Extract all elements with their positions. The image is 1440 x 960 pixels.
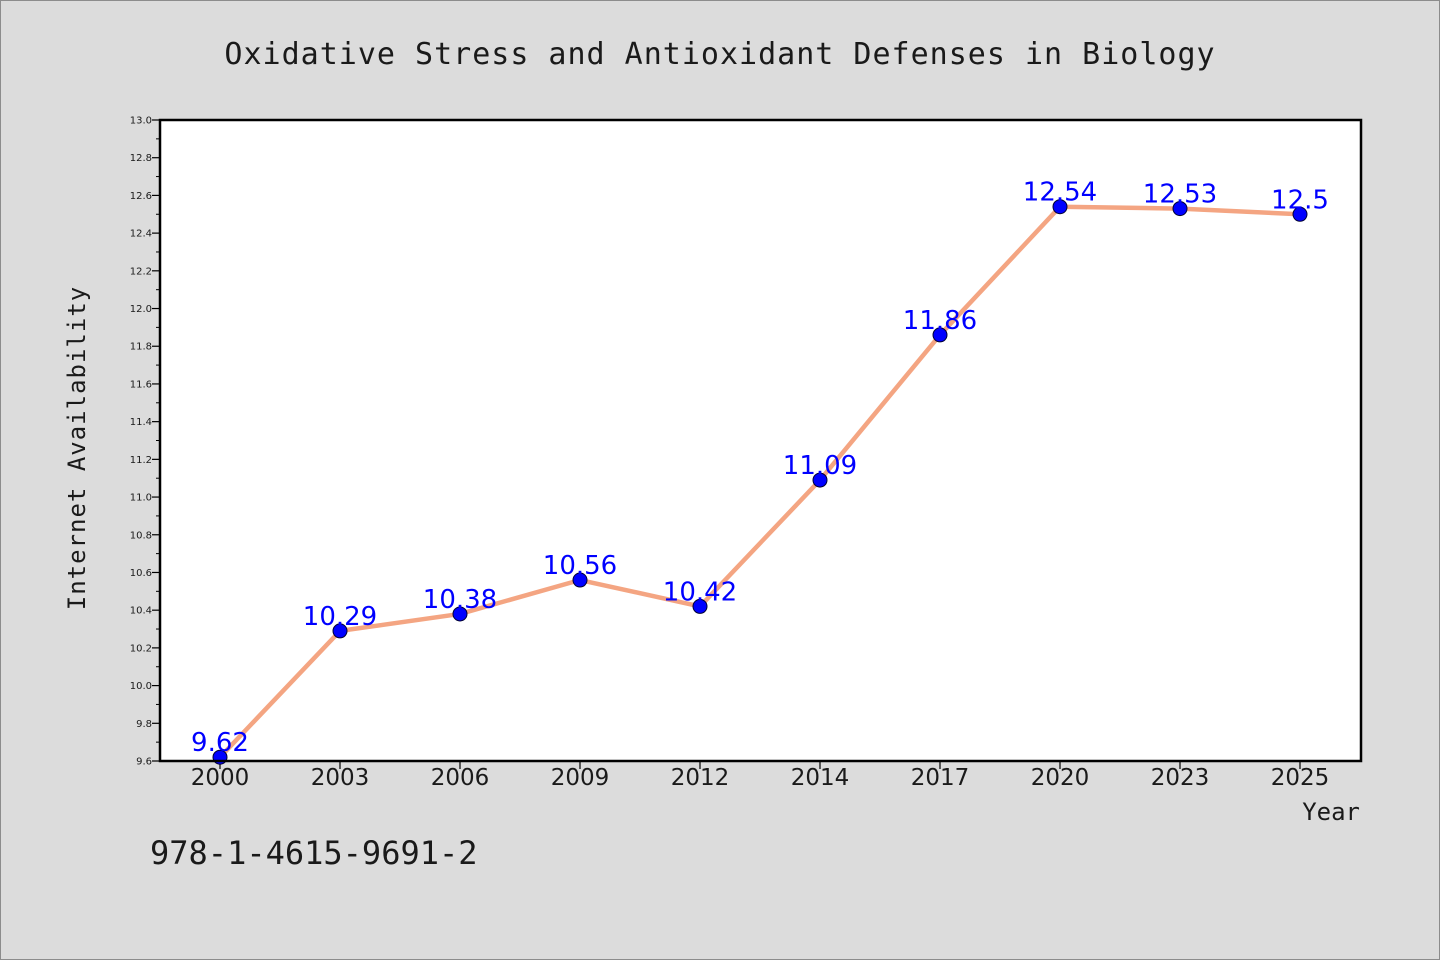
y-tick-label: 11.8 — [130, 342, 152, 353]
y-tick-label: 10.0 — [130, 681, 152, 692]
data-point-marker — [1052, 199, 1068, 215]
data-point-marker — [452, 606, 468, 622]
y-tick-label: 9.6 — [136, 757, 152, 768]
data-markers — [212, 199, 1308, 765]
y-tick-label: 10.8 — [130, 530, 152, 541]
x-tick-label: 2014 — [791, 765, 850, 791]
x-tick-label: 2025 — [1271, 765, 1330, 791]
y-tick-label: 11.6 — [130, 379, 152, 390]
x-axis-label: Year — [1302, 798, 1360, 826]
x-tick-label: 2006 — [431, 765, 490, 791]
y-axis-label: Internet Availability — [63, 286, 91, 610]
data-label: 10.29 — [303, 602, 377, 632]
plot-area — [160, 120, 1361, 761]
isbn-text: 978-1-4615-9691-2 — [150, 834, 478, 872]
y-tick-label: 10.4 — [130, 606, 152, 617]
y-tick-label: 12.8 — [130, 153, 152, 164]
data-point-marker — [692, 598, 708, 614]
y-tick-label: 11.4 — [130, 417, 152, 428]
x-tick-label: 2017 — [911, 765, 970, 791]
y-tick-label: 12.4 — [130, 229, 152, 240]
data-label: 11.09 — [783, 451, 857, 481]
data-point-marker — [332, 623, 348, 639]
chart-title: Oxidative Stress and Antioxidant Defense… — [224, 37, 1215, 72]
data-label: 12.5 — [1271, 185, 1329, 215]
data-point-marker — [812, 472, 828, 488]
data-labels: 9.62 10.29 10.38 10.56 10.42 11.09 11.86 12.54 1… — [191, 178, 1329, 759]
y-tick-label: 9.8 — [136, 719, 152, 730]
x-tick-label: 2003 — [311, 765, 370, 791]
data-label: 12.54 — [1023, 178, 1097, 208]
y-tick-label: 11.0 — [130, 493, 152, 504]
y-tick-label: 13.0 — [130, 116, 152, 127]
data-label: 12.53 — [1143, 180, 1217, 210]
x-tick-label: 2012 — [671, 765, 730, 791]
x-axis-ticks: 2000 2003 2006 2009 2012 2014 2017 2020 2023 2025 — [191, 761, 1330, 791]
data-point-marker — [1172, 201, 1188, 217]
x-tick-label: 2020 — [1031, 765, 1090, 791]
data-point-marker — [932, 327, 948, 343]
data-label: 10.42 — [663, 577, 737, 607]
y-tick-label: 11.2 — [130, 455, 152, 466]
data-label: 10.38 — [423, 585, 497, 615]
data-label: 10.56 — [543, 551, 617, 581]
data-point-marker — [572, 572, 588, 588]
y-tick-label: 12.6 — [130, 191, 152, 202]
y-tick-label: 12.0 — [130, 304, 152, 315]
series-line — [217, 204, 1303, 760]
x-tick-label: 2023 — [1151, 765, 1210, 791]
x-tick-label: 2000 — [191, 765, 250, 791]
data-point-marker — [1292, 206, 1308, 222]
data-label: 11.86 — [903, 306, 977, 336]
y-tick-label: 10.2 — [130, 643, 152, 654]
y-tick-label: 10.6 — [130, 568, 152, 579]
data-label: 9.62 — [191, 728, 249, 758]
x-tick-label: 2009 — [551, 765, 610, 791]
plot-border — [158, 118, 1363, 763]
y-tick-label: 12.2 — [130, 266, 152, 277]
y-axis-ticks: 9.6 9.8 10.0 10.2 10.4 10.6 10.8 11.0 11.2 11.4 11… — [130, 116, 160, 768]
